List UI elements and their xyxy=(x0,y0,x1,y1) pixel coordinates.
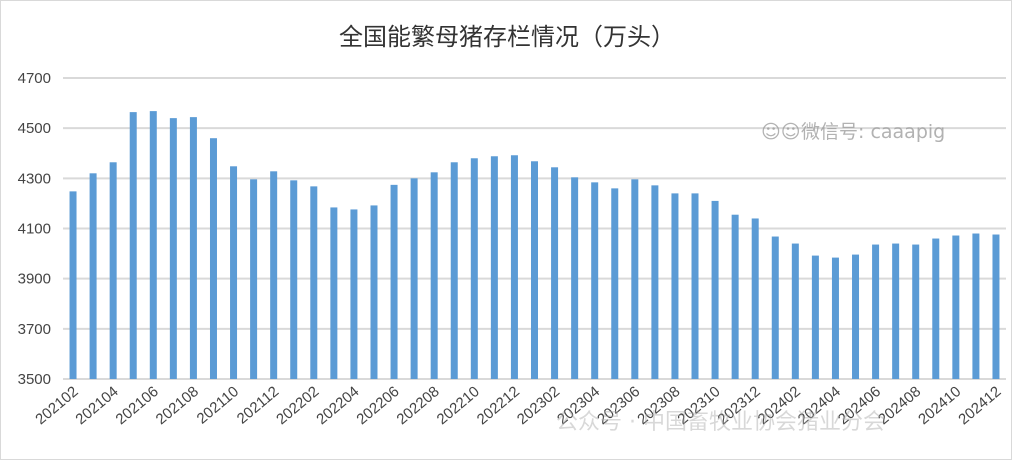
bar-202201 xyxy=(290,180,298,379)
y-tick-label: 4300 xyxy=(18,170,51,187)
bar-202108 xyxy=(189,117,197,379)
y-tick-label: 4700 xyxy=(18,70,51,87)
bar-202204 xyxy=(350,209,358,379)
bar-202310 xyxy=(711,200,719,379)
bar-202405 xyxy=(852,254,860,379)
wechat-watermark: ☺☺ 微信号: caaapig xyxy=(761,121,945,143)
bar-202302 xyxy=(551,167,559,379)
bar-202412 xyxy=(992,234,1000,379)
x-tick-label: 202210 xyxy=(434,383,483,428)
y-tick-label: 3500 xyxy=(18,371,51,388)
x-tick-label: 202202 xyxy=(273,383,322,428)
x-tick-label: 202106 xyxy=(113,383,162,428)
bar-202210 xyxy=(470,158,478,379)
x-tick-label: 202412 xyxy=(955,383,1004,428)
y-tick-label: 4100 xyxy=(18,221,51,238)
x-tick-label: 202102 xyxy=(32,383,81,428)
bar-202402 xyxy=(791,243,799,379)
bar-202307 xyxy=(651,185,659,379)
bar-202306 xyxy=(631,179,639,379)
bar-202109 xyxy=(209,138,217,379)
x-tick-label: 202208 xyxy=(393,383,442,428)
bar-202202 xyxy=(310,186,318,379)
bar-202411 xyxy=(972,233,980,379)
y-tick-label: 3700 xyxy=(18,321,51,338)
bar-202103 xyxy=(89,173,97,379)
bar-202312 xyxy=(751,218,759,379)
y-tick-label: 3900 xyxy=(18,271,51,288)
x-tick-label: 202212 xyxy=(474,383,523,428)
bar-202304 xyxy=(591,182,599,379)
bar-202408 xyxy=(912,244,920,379)
bar-202206 xyxy=(390,184,398,379)
bar-202212 xyxy=(510,155,518,379)
bar-202211 xyxy=(490,156,498,379)
x-tick-label: 202104 xyxy=(72,383,121,428)
bar-202205 xyxy=(370,205,378,379)
x-tick-label: 202108 xyxy=(153,383,202,428)
bar-202111 xyxy=(250,179,258,379)
wechat-icon: ☺☺ xyxy=(761,121,801,143)
bar-202401 xyxy=(771,236,779,379)
y-tick-label: 4500 xyxy=(18,120,51,137)
bar-202110 xyxy=(230,166,238,379)
bar-202105 xyxy=(129,112,137,379)
bar-202407 xyxy=(892,243,900,379)
x-tick-label: 202410 xyxy=(915,383,964,428)
bar-202309 xyxy=(691,193,699,379)
bar-202301 xyxy=(531,161,538,379)
bar-202410 xyxy=(952,235,960,379)
bar-202208 xyxy=(430,172,438,379)
bar-202209 xyxy=(450,162,458,379)
bar-202207 xyxy=(410,178,418,379)
bar-202102 xyxy=(69,191,77,379)
bar-202403 xyxy=(811,255,819,379)
x-tick-label: 202206 xyxy=(353,383,402,428)
x-tick-label: 202112 xyxy=(234,383,282,427)
bar-202104 xyxy=(109,162,117,379)
bar-202409 xyxy=(932,238,940,379)
x-tick-label: 202110 xyxy=(194,383,242,427)
x-tick-label: 202204 xyxy=(313,383,362,428)
bar-202305 xyxy=(611,188,619,379)
bar-202406 xyxy=(872,244,880,379)
official-account-watermark: 公众号 · 中国畜牧业协会猪业分会 xyxy=(556,410,885,435)
wechat-id-watermark: 微信号: caaapig xyxy=(801,121,945,143)
bar-202308 xyxy=(671,193,679,379)
chart-title: 全国能繁母猪存栏情况（万头） xyxy=(339,23,675,51)
bar-202112 xyxy=(270,171,278,379)
bar-202404 xyxy=(831,257,839,379)
bar-202106 xyxy=(149,111,157,380)
bar-202107 xyxy=(169,118,177,379)
bar-202203 xyxy=(330,207,338,379)
bar-202311 xyxy=(731,214,739,379)
bar-202303 xyxy=(571,177,579,379)
